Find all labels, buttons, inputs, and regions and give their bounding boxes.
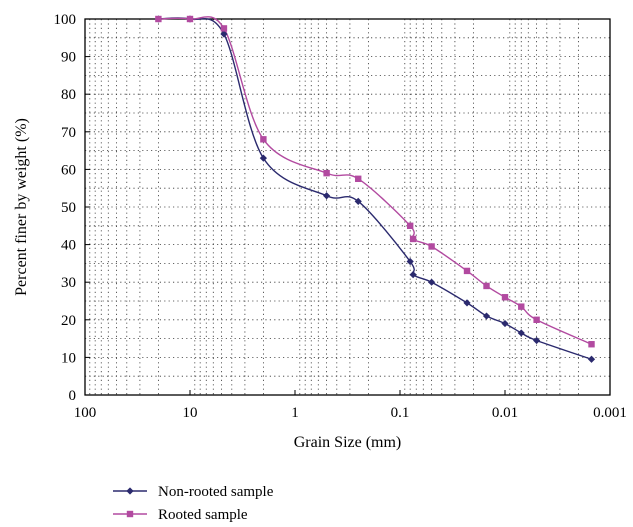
data-point-non-rooted	[354, 197, 362, 205]
legend-item-rooted: Rooted sample	[113, 507, 248, 523]
data-point-rooted	[409, 235, 417, 243]
y-tick-label: 90	[61, 50, 76, 66]
data-point-rooted	[355, 175, 362, 182]
axis-ticks: 100 10 1 0.1 0.01 0.001 0 10 20 30 40 50 60 70 80 90 100	[54, 12, 627, 421]
y-tick-label: 70	[61, 125, 76, 141]
y-tick-label: 80	[61, 87, 76, 103]
x-tick-label: 0.001	[593, 405, 627, 421]
legend-label-rooted: Rooted sample	[158, 507, 248, 523]
data-point-non-rooted	[482, 312, 491, 320]
legend-label-non-rooted: Non-rooted sample	[158, 484, 274, 500]
series-line-rooted	[158, 16, 592, 345]
data-point-non-rooted	[220, 30, 228, 38]
data-point-rooted	[406, 222, 414, 229]
data-point-rooted	[533, 316, 540, 323]
data-point-non-rooted	[428, 278, 436, 286]
x-tick-label: 0.01	[492, 405, 518, 421]
series-markers	[154, 15, 596, 363]
data-point-non-rooted	[409, 271, 417, 279]
y-tick-label: 100	[54, 12, 77, 28]
series-line-non-rooted	[158, 17, 592, 360]
data-point-non-rooted	[259, 154, 267, 162]
data-point-rooted	[483, 282, 490, 290]
data-point-non-rooted	[406, 257, 414, 266]
x-tick-label: 100	[74, 405, 97, 421]
data-point-rooted	[186, 15, 194, 23]
y-tick-label: 60	[61, 162, 76, 178]
grid	[85, 19, 610, 395]
legend-marker-rooted	[126, 510, 134, 518]
data-point-non-rooted	[463, 299, 471, 307]
series-curves	[158, 16, 592, 360]
y-tick-label: 40	[61, 238, 76, 254]
y-tick-label: 30	[61, 275, 76, 291]
data-point-non-rooted	[587, 355, 596, 363]
data-point-rooted	[518, 303, 525, 310]
data-point-non-rooted	[323, 192, 331, 200]
x-tick-label: 0.1	[391, 405, 410, 421]
y-tick-label: 50	[61, 200, 76, 216]
data-point-rooted	[155, 15, 162, 23]
legend-marker-non-rooted	[126, 487, 134, 495]
y-axis-title: Percent finer by weight (%)	[13, 118, 30, 296]
data-point-rooted	[260, 136, 267, 143]
x-axis-title: Grain Size (mm)	[294, 434, 402, 451]
data-point-rooted	[220, 25, 228, 32]
data-point-rooted	[428, 243, 435, 250]
legend: Non-rooted sample Rooted sample	[113, 484, 274, 523]
y-tick-label: 20	[61, 313, 76, 329]
legend-item-non-rooted: Non-rooted sample	[113, 484, 274, 500]
data-point-rooted	[463, 267, 471, 275]
data-point-non-rooted	[517, 329, 525, 337]
x-tick-label: 10	[183, 405, 198, 421]
x-tick-label: 1	[291, 405, 299, 421]
data-point-rooted	[588, 341, 595, 348]
data-point-non-rooted	[533, 336, 541, 345]
data-point-rooted	[323, 169, 330, 177]
data-point-non-rooted	[501, 319, 509, 328]
y-tick-label: 0	[69, 388, 77, 404]
y-tick-label: 10	[61, 350, 76, 366]
data-point-rooted	[501, 294, 509, 301]
